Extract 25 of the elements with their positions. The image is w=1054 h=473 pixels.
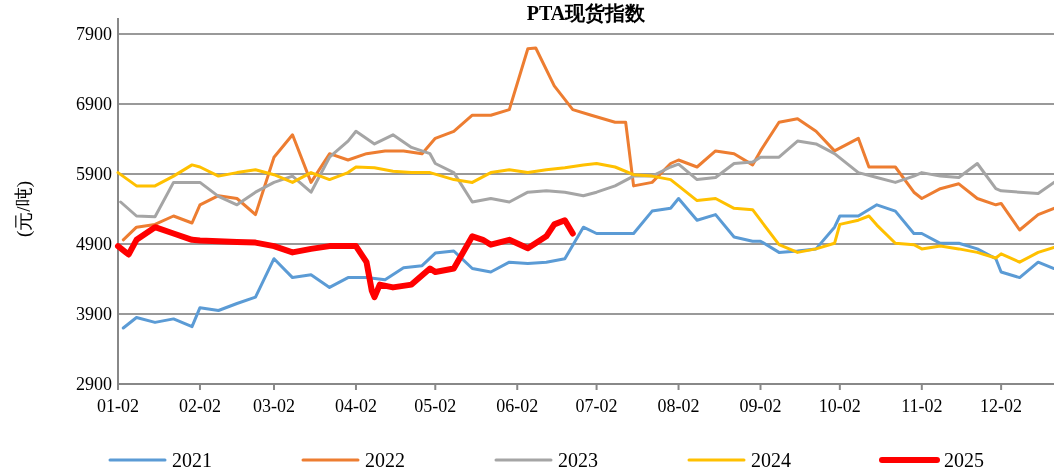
y-tick-label: 7900: [76, 24, 112, 44]
x-tick-label: 05-02: [414, 396, 457, 416]
legend-label: 2022: [365, 449, 405, 471]
y-tick-label: 6900: [76, 94, 112, 114]
y-axis-title: (元/吨): [13, 181, 35, 237]
x-tick-label: 11-02: [901, 396, 943, 416]
x-tick-label: 08-02: [657, 396, 700, 416]
x-tick-label: 10-02: [818, 396, 861, 416]
legend-label: 2021: [172, 449, 212, 471]
x-tick-label: 06-02: [496, 396, 539, 416]
x-tick-label: 03-02: [253, 396, 295, 416]
x-tick-label: 04-02: [334, 396, 377, 416]
legend-label: 2024: [751, 449, 791, 471]
y-tick-label: 4900: [76, 234, 112, 254]
y-tick-label: 3900: [76, 304, 112, 324]
chart-title: PTA现货指数: [526, 2, 647, 24]
y-tick-label: 2900: [76, 374, 112, 394]
x-tick-label: 12-02: [980, 396, 1023, 416]
x-tick-label: 01-02: [97, 396, 139, 416]
x-tick-label: 09-02: [739, 396, 782, 416]
y-tick-label: 5900: [76, 164, 112, 184]
x-tick-label: 07-02: [575, 396, 618, 416]
legend-label: 2025: [944, 449, 984, 471]
legend-label: 2023: [558, 449, 598, 471]
x-tick-label: 02-02: [178, 396, 221, 416]
